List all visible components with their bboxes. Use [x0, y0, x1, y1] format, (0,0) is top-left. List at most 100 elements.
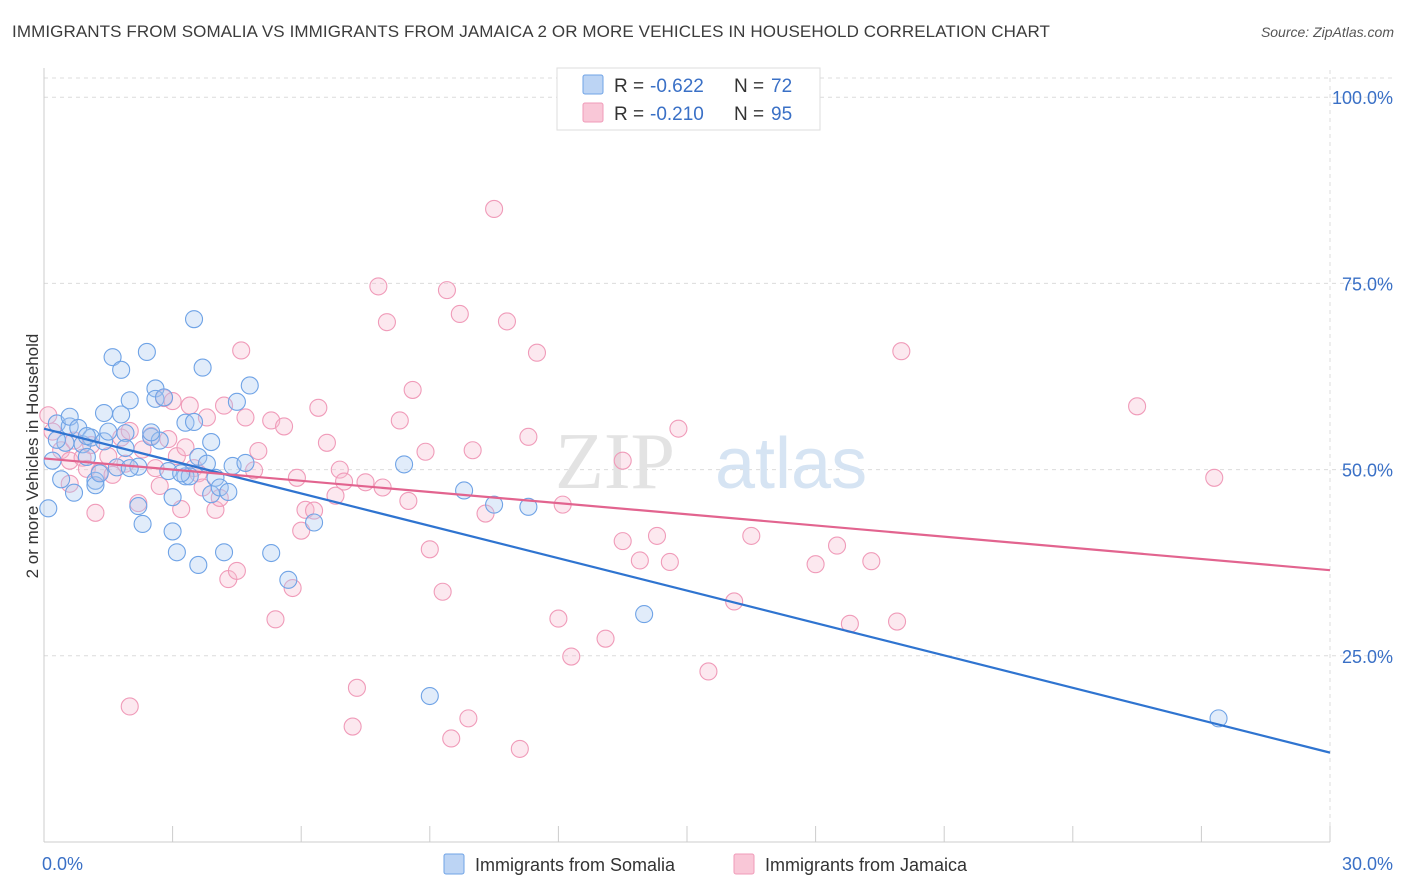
point-somalia — [154, 388, 174, 407]
trend-line-somalia — [43, 427, 1331, 754]
point-jamaica — [827, 536, 847, 555]
point-somalia — [519, 497, 538, 516]
point-jamaica — [519, 427, 538, 446]
point-somalia — [142, 423, 161, 442]
point-somalia — [167, 543, 186, 562]
point-jamaica — [356, 473, 375, 492]
point-jamaica — [60, 474, 79, 493]
point-somalia — [184, 412, 204, 432]
point-jamaica — [369, 277, 388, 296]
point-somalia — [420, 686, 439, 706]
y-tick-label: 50.0% — [1342, 461, 1393, 481]
legend-r-label-jamaica: R = — [614, 104, 644, 125]
grid-lines — [44, 70, 1392, 842]
point-somalia — [99, 422, 118, 441]
point-somalia — [236, 453, 255, 472]
point-jamaica — [463, 441, 482, 460]
point-jamaica — [806, 555, 825, 574]
point-somalia — [262, 543, 281, 563]
point-jamaica — [892, 342, 911, 361]
point-somalia — [214, 543, 234, 562]
chart-title: IMMIGRANTS FROM SOMALIA VS IMMIGRANTS FR… — [12, 22, 1050, 41]
point-somalia — [86, 476, 105, 495]
legend-n-label-somalia: N = — [734, 76, 764, 97]
bottom-legend: Immigrants from Somalia Immigrants from … — [443, 853, 968, 875]
watermark-zip: ZIP — [555, 418, 675, 506]
point-jamaica — [330, 460, 349, 479]
point-jamaica — [86, 503, 105, 522]
point-jamaica — [120, 697, 139, 716]
point-jamaica — [742, 526, 761, 545]
point-jamaica — [699, 662, 718, 681]
point-somalia — [142, 427, 161, 446]
point-somalia — [39, 499, 58, 518]
y-tick-label: 25.0% — [1342, 647, 1393, 667]
legend-n-label-jamaica: N = — [734, 104, 764, 125]
point-jamaica — [596, 629, 615, 648]
legend-r-jamaica: -0.210 — [650, 104, 704, 125]
point-jamaica — [287, 468, 306, 487]
point-somalia — [219, 482, 238, 502]
point-somalia — [163, 522, 182, 541]
point-jamaica — [232, 341, 251, 360]
y-tick-label: 100.0% — [1332, 88, 1393, 108]
y-axis-label: 2 or more Vehicles in Household — [23, 334, 42, 579]
point-jamaica — [343, 717, 362, 736]
x-tick-label-min: 0.0% — [42, 854, 83, 874]
point-jamaica — [459, 709, 478, 728]
point-jamaica — [562, 647, 581, 666]
point-somalia — [210, 478, 229, 497]
point-somalia — [120, 391, 139, 410]
point-somalia — [202, 433, 221, 452]
point-somalia — [163, 488, 182, 507]
point-somalia — [635, 605, 654, 624]
point-jamaica — [420, 540, 439, 559]
point-jamaica — [335, 472, 354, 491]
point-somalia — [112, 405, 131, 424]
point-jamaica — [150, 476, 169, 496]
point-somalia — [107, 458, 126, 477]
point-somalia — [227, 392, 246, 411]
point-somalia — [189, 555, 208, 574]
point-somalia — [485, 495, 504, 514]
point-somalia — [305, 513, 324, 532]
point-somalia — [184, 310, 204, 329]
point-somalia — [94, 403, 114, 423]
point-jamaica — [485, 199, 504, 219]
point-jamaica — [647, 526, 667, 545]
data-points — [39, 199, 1228, 758]
point-jamaica — [399, 491, 418, 510]
legend-n-somalia: 72 — [771, 76, 792, 97]
point-jamaica — [437, 281, 456, 300]
point-jamaica — [1205, 468, 1224, 487]
legend-r-somalia: -0.622 — [650, 76, 704, 97]
point-somalia — [52, 470, 71, 489]
point-jamaica — [527, 343, 547, 362]
point-somalia — [193, 358, 212, 377]
trend-line-jamaica — [43, 457, 1331, 572]
point-somalia — [172, 464, 191, 483]
axes — [43, 68, 1331, 843]
point-jamaica — [317, 433, 336, 452]
legend-swatch-somalia — [582, 74, 604, 95]
point-jamaica — [660, 552, 679, 572]
point-jamaica — [292, 521, 311, 540]
bottom-legend-swatch-jamaica — [733, 853, 755, 875]
bottom-legend-label-somalia: Immigrants from Somalia — [475, 855, 676, 875]
point-somalia — [137, 342, 156, 361]
point-jamaica — [176, 438, 195, 457]
top-legend: R = -0.622 N = 72 R = -0.210 N = 95 — [556, 67, 821, 131]
point-somalia — [112, 360, 131, 379]
point-somalia — [395, 455, 414, 474]
point-jamaica — [433, 582, 452, 601]
legend-swatch-jamaica — [582, 102, 604, 123]
point-somalia — [129, 497, 148, 516]
source-label: Source: ZipAtlas.com — [1260, 24, 1394, 40]
point-jamaica — [309, 398, 328, 417]
point-jamaica — [669, 419, 688, 438]
point-jamaica — [266, 610, 285, 629]
point-somalia — [133, 514, 152, 534]
point-jamaica — [390, 411, 409, 430]
point-jamaica — [180, 396, 199, 415]
